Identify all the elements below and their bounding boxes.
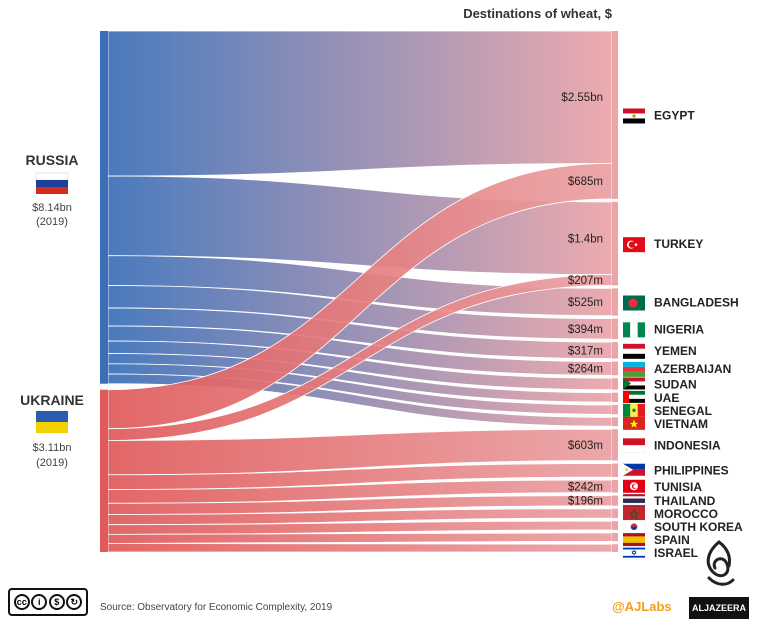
dest-node-bangladesh — [612, 288, 618, 316]
azerbaijan-flag — [623, 361, 645, 377]
dest-label: SENEGAL — [654, 404, 712, 418]
russia-flag — [35, 172, 69, 194]
sankey-chart: EGYPT TURKEY BANGLADESH NIGERIA YEMEN AZERBAI… — [20, 6, 743, 560]
value-label: $525m — [568, 297, 603, 309]
dest-label: UAE — [654, 391, 679, 405]
dest-node-morocco — [612, 508, 618, 519]
dest-node-turkey — [612, 201, 618, 286]
dest-node-spain — [612, 532, 618, 542]
exporter-russia: RUSSIA $8.14bn (2019) — [26, 152, 79, 228]
dest-label: VIETNAM — [654, 417, 708, 431]
dest-label: BANGLADESH — [654, 296, 739, 310]
dest-node-azerbaijan — [612, 361, 618, 376]
value-label: $207m — [568, 275, 603, 287]
thailand-flag — [623, 494, 645, 508]
value-label: $264m — [568, 363, 603, 375]
dest-node-egypt — [612, 31, 618, 199]
turkey-flag — [623, 237, 645, 253]
flow-ukraine-south-korea — [107, 520, 613, 535]
value-label: $242m — [568, 481, 603, 493]
exporter-year: (2019) — [36, 216, 68, 228]
exporter-name: UKRAINE — [20, 392, 84, 408]
vietnam-flag — [623, 416, 645, 430]
nc-icon: $ — [48, 594, 65, 610]
value-label: $196m — [568, 496, 603, 508]
morocco-flag — [623, 507, 645, 521]
dest-label: NIGERIA — [654, 322, 704, 336]
south-korea-flag — [622, 519, 646, 534]
senegal-flag — [623, 403, 645, 417]
value-label: $394m — [568, 324, 603, 336]
dest-node-israel — [612, 544, 618, 552]
indonesia-flag — [622, 438, 646, 453]
dest-label: THAILAND — [654, 494, 716, 508]
dest-label: TUNISIA — [654, 480, 702, 494]
dest-label: MOROCCO — [654, 507, 718, 521]
by-icon: i — [31, 594, 48, 610]
cc-license-badge: cc i $ ↻ — [8, 588, 88, 616]
cc-icon: cc — [13, 594, 30, 610]
flow-ukraine-turkey — [107, 274, 613, 441]
dest-label: SUDAN — [654, 377, 697, 391]
israel-flag — [622, 545, 646, 560]
value-label: $685m — [568, 176, 603, 188]
dest-node-nigeria — [612, 318, 618, 340]
dest-node-sudan — [612, 378, 618, 390]
dest-node-philippines — [612, 463, 618, 477]
dest-node-yemen — [612, 342, 618, 359]
dest-node-thailand — [612, 495, 618, 506]
dest-node-south-korea — [612, 521, 618, 530]
dest-label: PHILIPPINES — [654, 464, 729, 478]
source-node-russia — [100, 31, 108, 384]
footer: cc i $ ↻ Source: Observatory for Economi… — [0, 540, 768, 628]
ukraine-flag — [36, 411, 68, 433]
aljazeera-logo-icon — [706, 540, 735, 586]
tunisia-flag — [623, 479, 645, 493]
dest-node-vietnam — [612, 417, 618, 427]
exporter-year: (2019) — [36, 457, 68, 469]
dest-label: INDONESIA — [654, 438, 721, 452]
exporter-value: $8.14bn — [32, 202, 72, 214]
chart-title: Destinations of wheat, $ — [463, 6, 613, 21]
ajlabs-handle: @AJLabs — [612, 599, 672, 614]
sudan-flag — [623, 377, 645, 390]
flow-ukraine-philippines — [107, 463, 613, 490]
dest-label: AZERBAIJAN — [654, 362, 731, 376]
dest-node-tunisia — [612, 479, 618, 493]
uae-flag — [623, 390, 645, 403]
value-label: $603m — [568, 440, 603, 452]
dest-node-senegal — [612, 405, 618, 415]
source-node-ukraine — [100, 389, 108, 552]
value-label: $317m — [568, 345, 603, 357]
dest-node-indonesia — [612, 429, 618, 461]
flow-ukraine-egypt — [107, 162, 613, 430]
dest-label: SOUTH KOREA — [654, 520, 743, 534]
dest-node-uae — [612, 392, 618, 403]
egypt-flag — [623, 108, 645, 124]
flow-russia-egypt — [107, 30, 613, 177]
flow-ukraine-israel — [107, 543, 613, 553]
value-label: $2.55bn — [561, 92, 603, 104]
dest-label: EGYPT — [654, 108, 695, 122]
sa-icon: ↻ — [66, 594, 83, 610]
yemen-flag — [623, 343, 645, 359]
flow-ukraine-spain — [107, 532, 613, 544]
dest-label: TURKEY — [654, 237, 703, 251]
dest-label: ISRAEL — [654, 546, 698, 560]
exporter-name: RUSSIA — [26, 152, 79, 168]
spain-flag — [623, 533, 645, 547]
source-note: Source: Observatory for Economic Complex… — [100, 602, 333, 613]
nigeria-flag — [623, 322, 645, 338]
dest-label: YEMEN — [654, 344, 697, 358]
bangladesh-flag — [623, 295, 645, 311]
exporter-ukraine: UKRAINE $3.11bn (2019) — [20, 392, 84, 469]
dest-label: SPAIN — [654, 533, 690, 547]
value-label: $1.4bn — [568, 233, 603, 245]
exporter-value: $3.11bn — [33, 442, 72, 454]
philippines-flag — [623, 463, 645, 476]
aljazeera-brand: ALJAZEERA — [689, 597, 749, 619]
